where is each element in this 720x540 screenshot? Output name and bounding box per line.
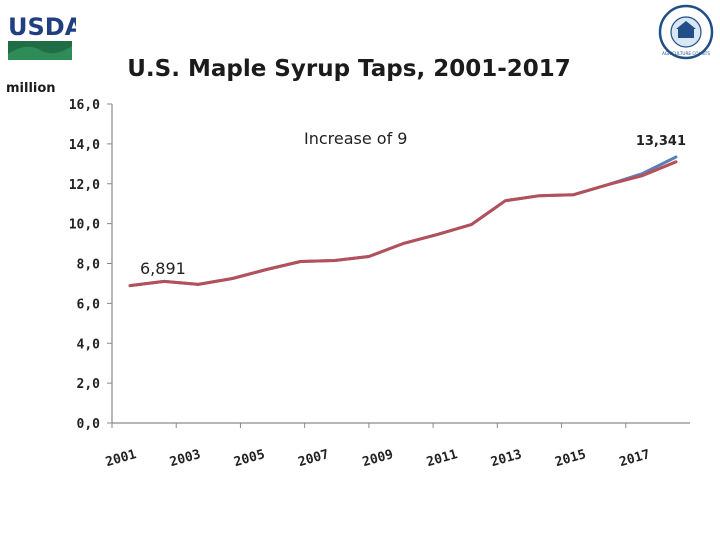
y-tick-label: 6,0 (77, 297, 101, 312)
y-tick-label: 4,0 (77, 337, 101, 352)
x-tick-label: 2015 (553, 447, 587, 470)
y-tick-label: 16,0 (69, 98, 100, 113)
nass-seal-text: AGRICULTURE COUNTS (662, 51, 710, 56)
nass-seal-building (678, 28, 694, 38)
y-tick-label: 10,0 (69, 218, 100, 233)
y-ticks: 0,0 2,0 4,0 6,0 8,0 10,0 12,0 14,0 16,0 (69, 98, 112, 432)
x-ticks: 2001 2003 2005 2007 2009 2011 2013 2015 2017 (104, 423, 652, 470)
end-value-label: 13,341 (636, 134, 686, 149)
y-tick-label: 14,0 (69, 138, 100, 153)
y-unit-label: million (6, 81, 56, 96)
series-line-1 (128, 155, 678, 288)
y-tick-label: 12,0 (69, 178, 100, 193)
x-tick-label: 2013 (489, 447, 523, 470)
nass-seal: AGRICULTURE COUNTS (658, 4, 714, 60)
nass-seal-ring (658, 4, 714, 60)
y-tick-label: 0,0 (77, 417, 101, 432)
x-tick-label: 2003 (168, 447, 202, 470)
nass-seal-roof (676, 21, 696, 29)
x-tick-label: 2005 (232, 447, 266, 470)
x-tick-label: 2007 (297, 447, 331, 470)
chart-title: U.S. Maple Syrup Taps, 2001-2017 (127, 56, 571, 82)
x-tick-label: 2011 (425, 447, 459, 470)
x-tick-label: 2009 (361, 447, 395, 470)
x-tick-label: 2001 (104, 447, 138, 470)
usda-logo-hills (8, 46, 72, 60)
y-tick-label: 2,0 (77, 377, 101, 392)
series-line-2 (128, 160, 678, 288)
usda-logo: USDA (8, 13, 76, 60)
x-tick-label: 2017 (618, 447, 652, 470)
usda-logo-text: USDA (8, 13, 76, 41)
series-lines (128, 155, 678, 288)
y-tick-label: 8,0 (77, 258, 101, 273)
start-value-label: 6,891 (140, 259, 186, 278)
increase-label: Increase of 9 (304, 129, 407, 148)
